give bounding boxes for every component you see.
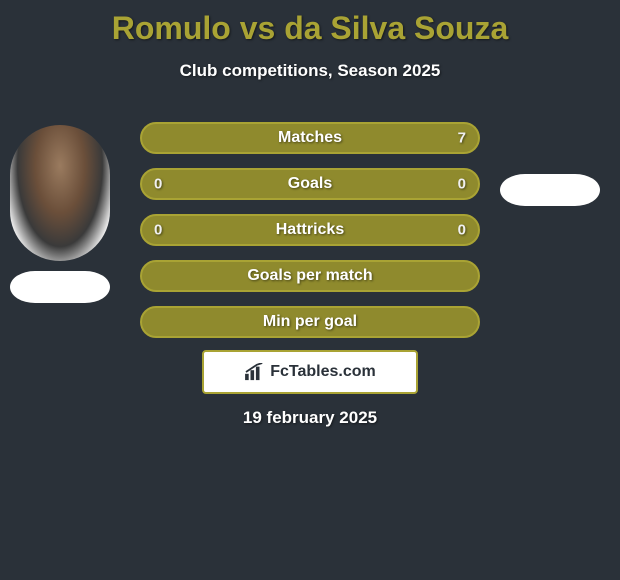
chart-icon	[244, 363, 266, 381]
stats-container: Matches 7 0 Goals 0 0 Hattricks 0 Goals …	[140, 122, 480, 352]
stat-label: Min per goal	[263, 313, 357, 331]
stat-label: Hattricks	[276, 221, 344, 239]
stat-left-value: 0	[154, 176, 162, 193]
stat-right-value: 7	[458, 130, 466, 147]
stat-row-goals: 0 Goals 0	[140, 168, 480, 200]
stat-label: Goals per match	[247, 267, 372, 285]
player-left-avatar	[10, 125, 110, 261]
stat-row-hattricks: 0 Hattricks 0	[140, 214, 480, 246]
badge-text: FcTables.com	[270, 363, 376, 381]
stat-right-value: 0	[458, 222, 466, 239]
source-badge[interactable]: FcTables.com	[202, 350, 418, 394]
stat-row-goals-per-match: Goals per match	[140, 260, 480, 292]
subtitle: Club competitions, Season 2025	[0, 61, 620, 81]
stat-label: Goals	[288, 175, 332, 193]
stat-right-value: 0	[458, 176, 466, 193]
player-left-block	[10, 125, 110, 303]
stat-left-value: 0	[154, 222, 162, 239]
player-right-block	[500, 120, 600, 206]
date-label: 19 february 2025	[243, 408, 377, 428]
stat-row-matches: Matches 7	[140, 122, 480, 154]
player-left-jersey	[10, 271, 110, 303]
stat-row-min-per-goal: Min per goal	[140, 306, 480, 338]
page-title: Romulo vs da Silva Souza	[0, 0, 620, 47]
player-right-jersey	[500, 174, 600, 206]
stat-label: Matches	[278, 129, 342, 147]
